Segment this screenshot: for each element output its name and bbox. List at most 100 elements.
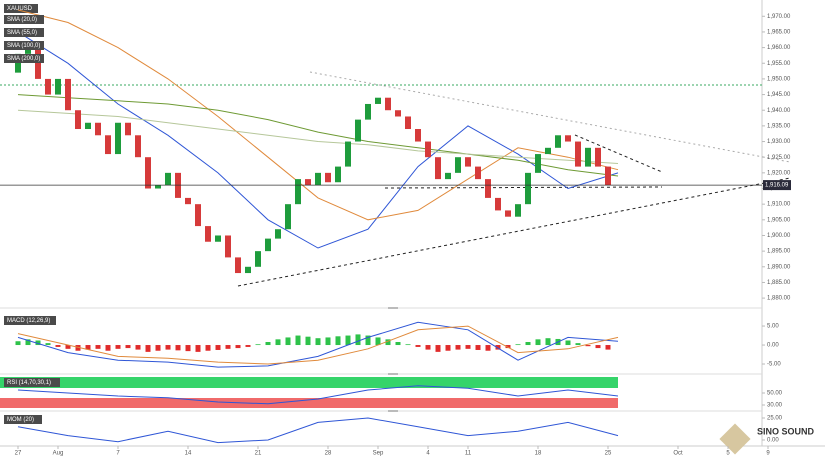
macd-bar	[315, 338, 321, 346]
x-tick-label: 27	[15, 451, 22, 457]
layout	[0, 0, 825, 447]
candle	[85, 122, 91, 130]
candle	[425, 141, 431, 158]
macd-bar	[525, 342, 531, 346]
candle	[45, 78, 51, 95]
watermark-logo	[719, 423, 751, 455]
y-tick-label: 1,880.00	[767, 296, 791, 302]
macd-bar	[295, 335, 301, 346]
macd-bar	[365, 335, 371, 346]
candle	[395, 110, 401, 117]
y-tick-label: 1,925.00	[767, 155, 791, 161]
y-tick-label: -5.00	[767, 362, 781, 368]
macd-bar	[385, 339, 391, 346]
macd-bar	[335, 336, 341, 346]
trendline	[237, 177, 791, 287]
candle	[605, 166, 611, 186]
x-tick-label: Sep	[373, 451, 384, 457]
x-tick-label: 25	[605, 451, 612, 457]
current-price-label: 1,916.09	[765, 183, 789, 189]
macd-bar	[575, 343, 581, 346]
legend-label: SMA (55,0)	[7, 30, 37, 36]
macd-bar	[325, 337, 331, 346]
macd-bar	[185, 345, 191, 352]
candle	[475, 166, 481, 180]
x-tick-label: 9	[766, 451, 770, 457]
macd-bar	[495, 345, 501, 350]
candle	[155, 185, 161, 189]
y-tick-label: 1,920.00	[767, 170, 791, 176]
y-tick-label: 1,935.00	[767, 123, 791, 129]
candle	[525, 172, 531, 205]
candle	[75, 110, 81, 130]
macd-bar	[25, 339, 31, 346]
macd-bar	[435, 345, 441, 352]
candle	[375, 97, 381, 104]
macd-bar	[35, 340, 41, 346]
candle	[355, 119, 361, 142]
macd-bar	[65, 345, 71, 349]
macd-bar	[585, 345, 591, 347]
panel-title: RSI (14,70,30,1)	[7, 380, 51, 386]
macd-bar	[535, 339, 541, 346]
macd-bar	[165, 345, 171, 350]
legend-box	[4, 378, 60, 387]
macd-bar	[85, 345, 91, 350]
candle	[495, 197, 501, 211]
candle	[15, 53, 21, 73]
macd-bar	[235, 345, 241, 349]
macd-bar	[225, 345, 231, 349]
indicator-line	[17, 417, 619, 444]
trendline	[574, 134, 663, 173]
candle	[215, 235, 221, 242]
candle	[225, 235, 231, 258]
candle	[235, 257, 241, 274]
candle	[245, 266, 251, 274]
x-tick-label: 4	[426, 451, 430, 457]
candle	[345, 141, 351, 167]
divider-handle	[388, 307, 398, 309]
indicator-line	[17, 321, 619, 368]
macd-bar	[205, 345, 211, 351]
candle	[95, 122, 101, 136]
rsi-oversold-band	[0, 398, 618, 408]
macd-bar	[55, 345, 61, 347]
legend-label: SMA (20,0)	[7, 17, 37, 23]
candle	[305, 179, 311, 186]
candle	[405, 116, 411, 130]
macd-bar	[265, 342, 271, 346]
y-tick-label: 1,955.00	[767, 61, 791, 67]
candle	[135, 135, 141, 158]
macd-bar	[215, 345, 221, 350]
indicator-line	[17, 94, 619, 177]
y-tick-label: 1,970.00	[767, 14, 791, 20]
candle	[445, 172, 451, 180]
candle	[365, 103, 371, 120]
candle	[565, 135, 571, 142]
macd-bar	[45, 343, 51, 346]
macd-bar	[415, 345, 421, 347]
candle	[115, 122, 121, 155]
indicator-line	[17, 31, 619, 249]
chart-title: XAUUSD	[7, 6, 33, 12]
macd-bar	[485, 345, 491, 351]
legend-box	[4, 4, 38, 13]
candle	[595, 147, 601, 167]
candle	[265, 238, 271, 252]
candle	[465, 157, 471, 167]
y-tick-label: 1,885.00	[767, 280, 791, 286]
candle	[545, 147, 551, 155]
trendline	[309, 71, 791, 163]
macd-bar	[345, 335, 351, 346]
y-tick-label: 50.00	[767, 391, 783, 397]
macd-bar	[515, 344, 521, 346]
candle	[385, 97, 391, 111]
y-tick-label: 1,930.00	[767, 139, 791, 145]
y-tick-label: 1,910.00	[767, 202, 791, 208]
panel-title: MACD (12,26,9)	[7, 318, 50, 324]
y-tick-label: 1,905.00	[767, 217, 791, 223]
macd-bar	[145, 345, 151, 352]
macd-bar	[105, 345, 111, 351]
x-tick-label: 28	[325, 451, 332, 457]
indicator-line	[17, 9, 619, 221]
